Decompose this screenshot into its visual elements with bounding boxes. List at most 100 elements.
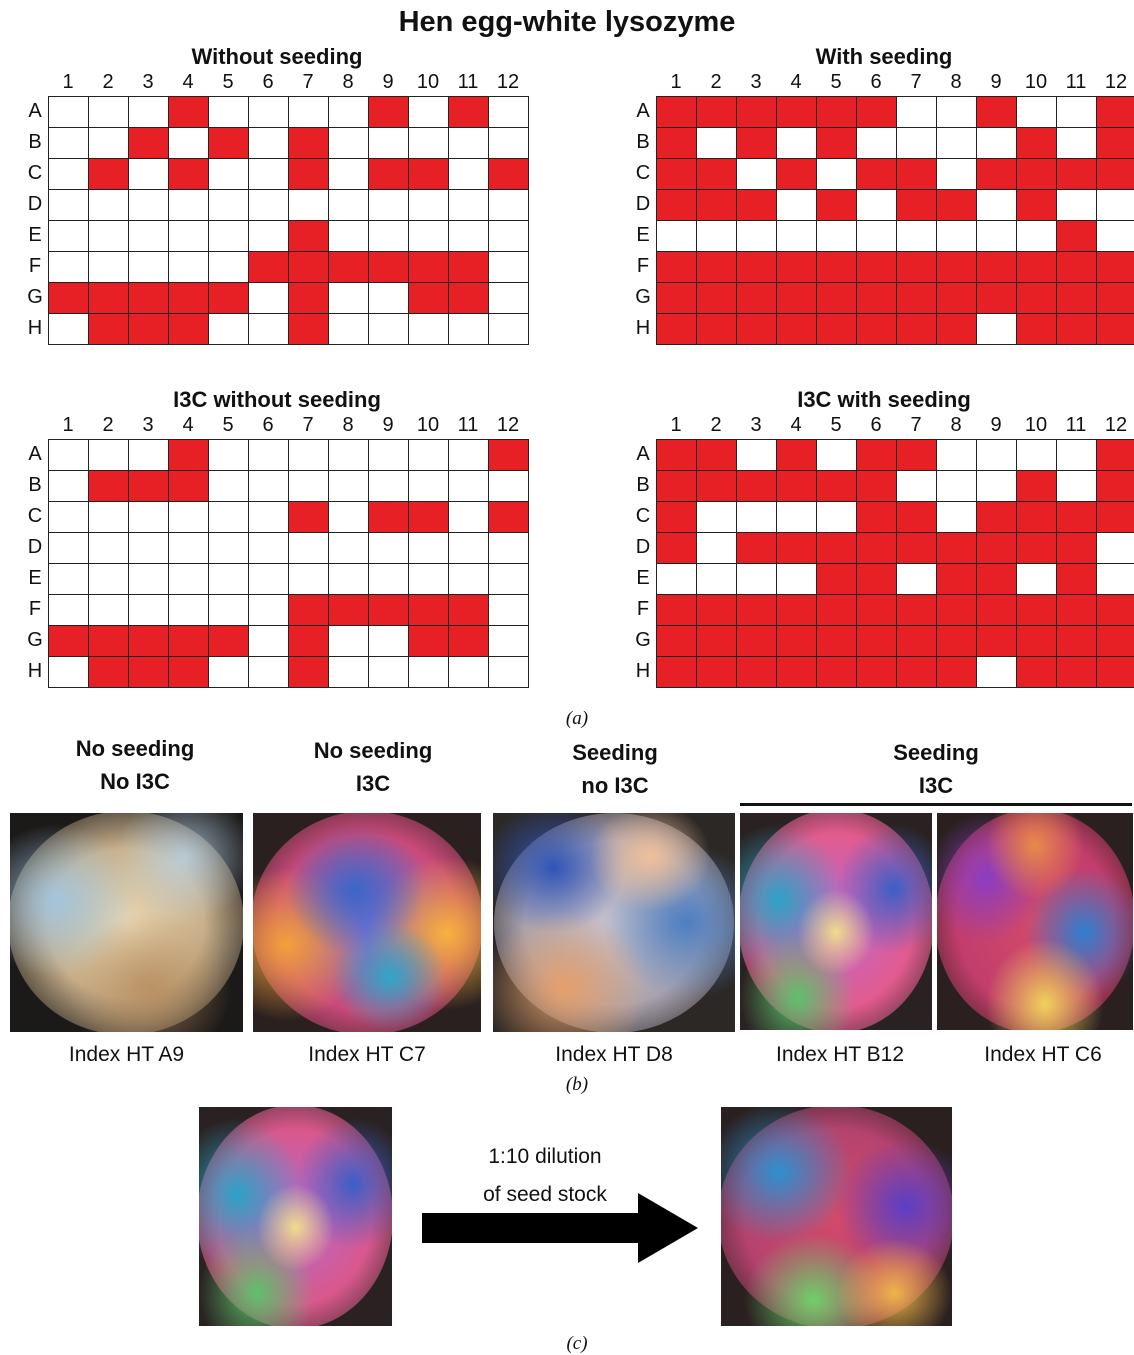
well-A1 — [657, 97, 697, 128]
well-G11 — [1057, 283, 1097, 314]
column-label: 8 — [342, 414, 354, 436]
well-F3 — [737, 252, 777, 283]
plate-grid — [656, 439, 1134, 688]
column-label: 6 — [870, 71, 882, 93]
well-F12 — [1097, 252, 1134, 283]
well-F12 — [489, 252, 529, 283]
row-label: C — [27, 162, 43, 184]
well-D11 — [449, 190, 489, 221]
well-C6 — [249, 502, 289, 533]
well-E5 — [817, 221, 857, 252]
well-C11 — [1057, 502, 1097, 533]
header-line: No seeding — [313, 738, 433, 763]
well-A11 — [1057, 440, 1097, 471]
header-line: I3C — [918, 773, 954, 798]
well-D8 — [329, 190, 369, 221]
well-A8 — [329, 440, 369, 471]
well-A6 — [857, 97, 897, 128]
well-C11 — [449, 502, 489, 533]
well-B4 — [169, 128, 209, 159]
well-G8 — [329, 283, 369, 314]
well-A8 — [937, 440, 977, 471]
well-A1 — [49, 97, 89, 128]
well-D5 — [209, 190, 249, 221]
well-A2 — [697, 440, 737, 471]
well-B3 — [129, 471, 169, 502]
well-H2 — [89, 657, 129, 688]
column-labels: 1 2 3 4 5 6 7 8 9 10 11 12 — [656, 414, 1134, 437]
well-E9 — [369, 564, 409, 595]
well-A12 — [1097, 440, 1134, 471]
well-F2 — [89, 252, 129, 283]
well-E6 — [857, 564, 897, 595]
well-F8 — [329, 595, 369, 626]
well-A9 — [977, 440, 1017, 471]
well-A2 — [89, 440, 129, 471]
well-D3 — [129, 533, 169, 564]
column-label: 7 — [302, 71, 314, 93]
well-G2 — [697, 283, 737, 314]
well-G9 — [369, 626, 409, 657]
row-label: G — [635, 286, 651, 308]
well-E8 — [329, 221, 369, 252]
well-G4 — [777, 626, 817, 657]
plate-title: I3C without seeding — [173, 387, 381, 412]
well-B10 — [1017, 471, 1057, 502]
well-A6 — [857, 440, 897, 471]
well-F10 — [409, 252, 449, 283]
well-A6 — [249, 440, 289, 471]
well-E12 — [489, 564, 529, 595]
column-label: 8 — [342, 71, 354, 93]
well-A4 — [169, 97, 209, 128]
well-E5 — [817, 564, 857, 595]
well-C2 — [89, 502, 129, 533]
well-H5 — [209, 657, 249, 688]
column-label: 9 — [990, 71, 1002, 93]
well-F6 — [857, 595, 897, 626]
well-F12 — [489, 595, 529, 626]
panel-label-a: (a) — [565, 708, 589, 729]
column-label: 3 — [750, 71, 762, 93]
well-H11 — [1057, 314, 1097, 345]
well-D7 — [897, 190, 937, 221]
header-line: no I3C — [581, 773, 649, 798]
well-E1 — [49, 221, 89, 252]
well-D3 — [737, 533, 777, 564]
well-E4 — [169, 564, 209, 595]
well-C4 — [777, 159, 817, 190]
well-A12 — [1097, 97, 1134, 128]
column-label: 10 — [1024, 414, 1048, 436]
column-label: 3 — [142, 414, 154, 436]
well-E6 — [249, 564, 289, 595]
column-label: 4 — [182, 414, 194, 436]
well-G12 — [489, 283, 529, 314]
well-D12 — [489, 190, 529, 221]
well-B1 — [49, 471, 89, 502]
well-H5 — [817, 657, 857, 688]
well-B5 — [817, 471, 857, 502]
well-A10 — [1017, 97, 1057, 128]
well-H12 — [1097, 314, 1134, 345]
well-C5 — [817, 502, 857, 533]
well-B10 — [1017, 128, 1057, 159]
well-H12 — [489, 314, 529, 345]
well-A9 — [369, 97, 409, 128]
well-D12 — [1097, 190, 1134, 221]
well-E10 — [1017, 221, 1057, 252]
well-H7 — [289, 314, 329, 345]
well-E8 — [329, 564, 369, 595]
well-D2 — [89, 190, 129, 221]
well-F4 — [169, 595, 209, 626]
well-C6 — [857, 502, 897, 533]
well-F5 — [817, 252, 857, 283]
well-F11 — [449, 252, 489, 283]
well-C5 — [209, 502, 249, 533]
well-F9 — [977, 595, 1017, 626]
column-label: 2 — [102, 414, 114, 436]
well-F11 — [1057, 252, 1097, 283]
well-D1 — [657, 533, 697, 564]
well-F11 — [1057, 595, 1097, 626]
well-H9 — [369, 657, 409, 688]
column-label: 1 — [670, 414, 682, 436]
